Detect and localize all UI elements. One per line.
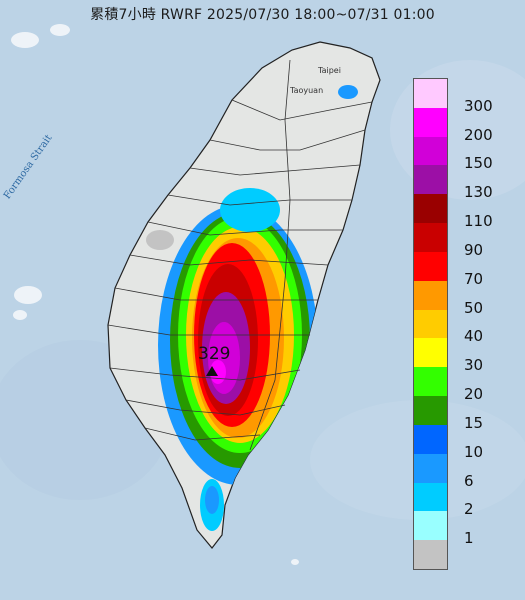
legend-label: 200: [464, 125, 493, 144]
legend-label: 300: [464, 96, 493, 115]
taipei-label: Taipei: [318, 66, 341, 75]
lanyu-island: [291, 559, 299, 565]
taoyuan-label: Taoyuan: [290, 86, 324, 95]
legend-label: 10: [464, 442, 484, 461]
legend-label: 20: [464, 385, 484, 404]
legend-swatch: [414, 223, 447, 253]
legend-swatch: [414, 424, 447, 455]
legend-swatch: [414, 79, 447, 109]
peak-marker-icon: [206, 366, 218, 376]
legend-swatch: [414, 165, 447, 195]
legend-label: 110: [464, 212, 493, 231]
legend-label: 50: [464, 298, 484, 317]
legend-label: 6: [464, 471, 474, 490]
legend-swatch: [414, 251, 447, 282]
legend-swatch: [414, 136, 447, 166]
legend-swatch: [414, 540, 447, 570]
legend-label: 70: [464, 269, 484, 288]
legend-swatch: [414, 280, 447, 311]
map-title: 累積7小時 RWRF 2025/07/30 18:00~07/31 01:00: [90, 7, 435, 23]
legend-swatch: [414, 396, 447, 426]
legend-label: 30: [464, 356, 484, 375]
legend-swatch: [414, 194, 447, 224]
legend-swatch: [414, 453, 447, 484]
penghu-island: [14, 286, 42, 304]
legend-swatch: [414, 309, 447, 339]
legend-swatch: [414, 367, 447, 397]
matsu-island: [11, 32, 39, 48]
legend-label: 130: [464, 183, 493, 202]
legend-label: 150: [464, 154, 493, 173]
color-legend: [413, 78, 448, 570]
legend-label: 40: [464, 327, 484, 346]
legend-swatch: [414, 511, 447, 541]
legend-label: 90: [464, 240, 484, 259]
peak-value-label: 329: [198, 344, 231, 364]
legend-label: 2: [464, 500, 474, 519]
legend-swatch: [414, 482, 447, 512]
legend-swatch: [414, 338, 447, 368]
legend-label: 1: [464, 529, 474, 548]
legend-swatch: [414, 107, 447, 138]
county-boundaries: [107, 59, 373, 451]
legend-label: 15: [464, 413, 484, 432]
